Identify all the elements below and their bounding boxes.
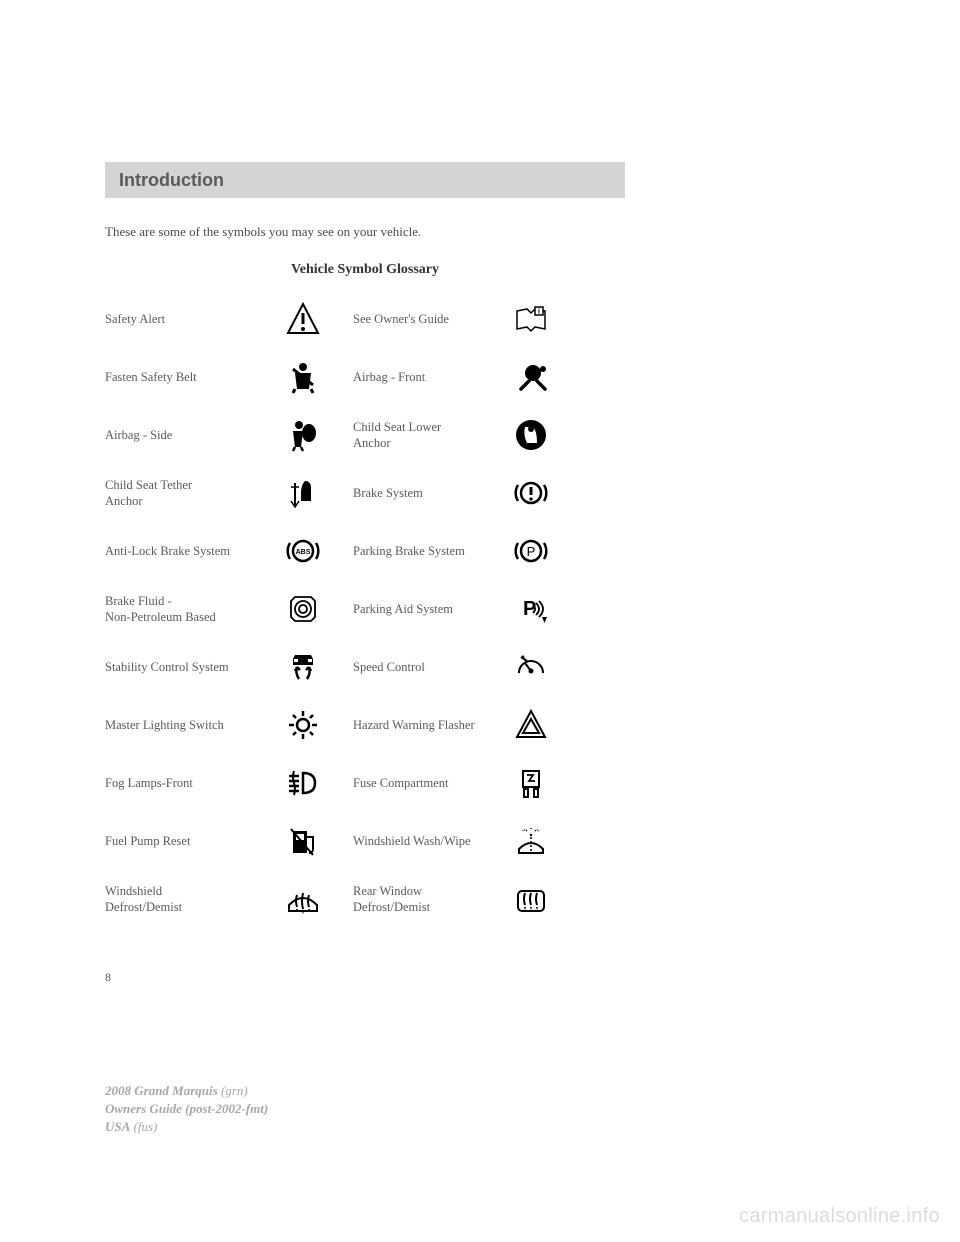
symbol-label: Child Seat LowerAnchor (333, 419, 501, 452)
glossary-row: Fuel Pump Reset Windshield Wash/Wipe (105, 812, 625, 870)
rear-defrost-icon (501, 881, 561, 917)
abs-icon (273, 533, 333, 569)
fog-lamp-icon (273, 765, 333, 801)
glossary-row: Airbag - Side Child Seat LowerAnchor (105, 406, 625, 464)
glossary-row: WindshieldDefrost/Demist Rear WindowDefro… (105, 870, 625, 928)
glossary-row: Fasten Safety Belt Airbag - Front (105, 348, 625, 406)
safety-alert-icon (273, 301, 333, 337)
intro-text: These are some of the symbols you may se… (105, 224, 421, 240)
speed-control-icon (501, 649, 561, 685)
symbol-label: Airbag - Side (105, 427, 273, 443)
symbol-label: Airbag - Front (333, 369, 501, 385)
symbol-label: Parking Aid System (333, 601, 501, 617)
symbol-label: Fuse Compartment (333, 775, 501, 791)
child-seat-lower-icon (501, 417, 561, 453)
glossary-row: Brake Fluid -Non-Petroleum Based Parking … (105, 580, 625, 638)
footer-region-code: (fus) (130, 1119, 157, 1134)
glossary-table: Safety Alert See Owner's Guide Fasten Safe… (105, 290, 625, 928)
owners-guide-icon (501, 301, 561, 337)
glossary-row: Stability Control System Speed Control (105, 638, 625, 696)
stability-control-icon (273, 649, 333, 685)
fuse-icon (501, 765, 561, 801)
symbol-label: Parking Brake System (333, 543, 501, 559)
glossary-row: Child Seat TetherAnchor Brake System (105, 464, 625, 522)
symbol-label: Rear WindowDefrost/Demist (333, 883, 501, 916)
wash-wipe-icon (501, 823, 561, 859)
glossary-row: Safety Alert See Owner's Guide (105, 290, 625, 348)
footer-model-code: (grn) (218, 1083, 248, 1098)
footer-region: USA (105, 1119, 130, 1134)
symbol-label: Hazard Warning Flasher (333, 717, 501, 733)
footer: 2008 Grand Marquis (grn) Owners Guide (p… (105, 1082, 268, 1137)
fuel-pump-icon (273, 823, 333, 859)
symbol-label: Speed Control (333, 659, 501, 675)
safety-belt-icon (273, 359, 333, 395)
symbol-label: Stability Control System (105, 659, 273, 675)
symbol-label: Brake Fluid -Non-Petroleum Based (105, 593, 273, 626)
symbol-label: Fuel Pump Reset (105, 833, 273, 849)
symbol-label: Fasten Safety Belt (105, 369, 273, 385)
watermark: carmanualsonline.info (739, 1205, 940, 1228)
footer-model: 2008 Grand Marquis (105, 1083, 218, 1098)
page-number: 8 (105, 970, 111, 985)
section-title: Introduction (119, 170, 224, 191)
airbag-front-icon (501, 359, 561, 395)
glossary-row: Fog Lamps-Front Fuse Compartment (105, 754, 625, 812)
symbol-label: Safety Alert (105, 311, 273, 327)
parking-aid-icon (501, 591, 561, 627)
symbol-label: Anti-Lock Brake System (105, 543, 273, 559)
brake-fluid-icon (273, 591, 333, 627)
parking-brake-icon (501, 533, 561, 569)
symbol-label: Master Lighting Switch (105, 717, 273, 733)
symbol-label: Child Seat TetherAnchor (105, 477, 273, 510)
brake-system-icon (501, 475, 561, 511)
glossary-row: Master Lighting Switch Hazard Warning Fla… (105, 696, 625, 754)
section-header: Introduction (105, 162, 625, 198)
lighting-switch-icon (273, 707, 333, 743)
manual-page: Introduction These are some of the symbo… (0, 0, 960, 1242)
symbol-label: See Owner's Guide (333, 311, 501, 327)
symbol-label: Windshield Wash/Wipe (333, 833, 501, 849)
hazard-icon (501, 707, 561, 743)
front-defrost-icon (273, 881, 333, 917)
airbag-side-icon (273, 417, 333, 453)
symbol-label: Fog Lamps-Front (105, 775, 273, 791)
glossary-title: Vehicle Symbol Glossary (0, 262, 960, 278)
child-seat-tether-icon (273, 475, 333, 511)
glossary-row: Anti-Lock Brake System Parking Brake Syst… (105, 522, 625, 580)
symbol-label: WindshieldDefrost/Demist (105, 883, 273, 916)
footer-guide: Owners Guide (post-2002-fmt) (105, 1101, 268, 1116)
symbol-label: Brake System (333, 485, 501, 501)
